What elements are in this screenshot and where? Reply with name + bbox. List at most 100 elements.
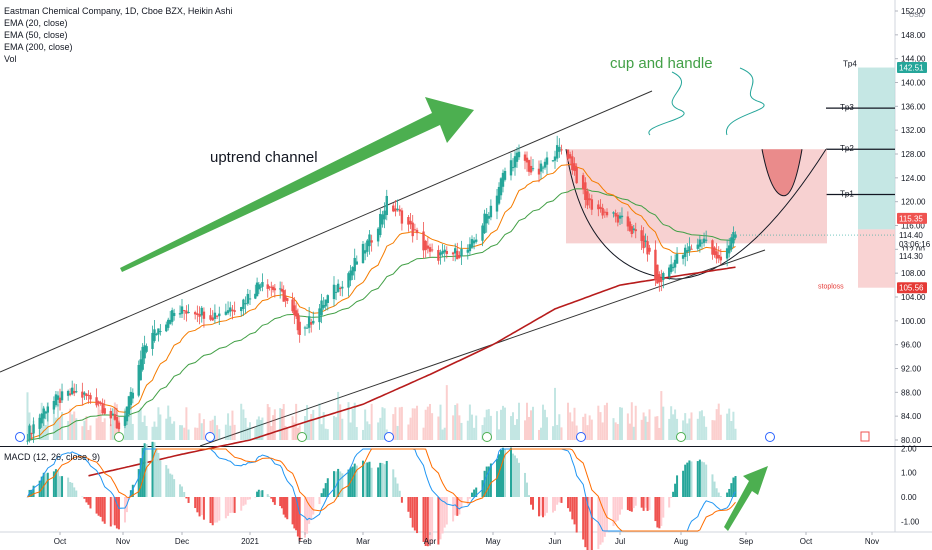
macd-bar [538,497,540,517]
macd-bar [75,490,78,497]
candle-body [642,235,645,249]
volume-bar [734,428,737,440]
price-tick-label: 128.00 [901,150,926,159]
macd-bar [416,497,419,534]
macd-bar [123,497,126,523]
macd-bar [590,497,593,550]
macd-bar [308,497,311,524]
stoploss-price-badge: 105.56 [899,284,924,293]
macd-bar [30,489,33,497]
macd-bar [582,497,585,540]
candle-body [341,286,344,289]
macd-bar [187,497,190,503]
macd-bar [458,497,461,515]
macd-bar [73,487,76,497]
volume-bar [524,420,526,440]
candle-body [483,213,486,234]
volume-bar [137,410,140,440]
candle-body [539,163,543,172]
volume-bar [445,385,448,440]
macd-bar [249,497,251,500]
candle-body [30,433,33,435]
candle-body [193,312,197,315]
volume-bar [286,428,289,440]
price-tick-label: 108.00 [901,269,926,278]
candle-body [103,408,106,414]
macd-bar [259,490,262,497]
volume-bar [89,425,92,440]
volume-bar [280,408,283,440]
macd-tick-label: 2.00 [901,444,917,453]
macd-bar [672,491,675,497]
macd-bar [612,497,615,527]
volume-bar [452,415,455,440]
volume-bar [540,427,542,440]
candle-body [286,298,289,302]
volume-bar [705,426,708,440]
time-tick-label: 2021 [241,537,259,546]
volume-bar [460,422,463,440]
volume-bar [85,416,88,440]
candle-body [648,247,651,252]
volume-bar [54,417,57,440]
candle-body [87,394,90,396]
candle-body [411,222,414,237]
macd-bar [603,497,606,537]
volume-bar [183,427,186,440]
volume-bar [458,415,461,440]
volume-bar [546,417,548,440]
macd-bar [209,497,212,524]
candle-body [392,205,395,212]
candle-body [394,208,397,212]
candle-body [509,160,513,176]
volume-bar [312,409,315,440]
macd-bar [165,465,168,497]
volume-bar [364,409,367,440]
time-tick-label: Mar [356,537,370,546]
volume-bar [101,422,104,440]
macd-bar [279,497,282,507]
volume-bar [335,417,338,440]
price-tick-label: 144.00 [901,55,926,64]
tp3-label: Tp3 [840,103,854,112]
volume-bar [422,427,425,440]
candle-body [413,229,417,231]
candle-body [60,391,64,401]
volume-bar [394,407,397,440]
volume-bar [194,427,197,440]
candle-body [202,311,206,319]
candle-body [99,402,102,405]
volume-bar [341,418,344,440]
tp4-price-badge-bg [897,62,927,74]
candle-body [312,320,315,324]
macd-bar [690,461,693,497]
split-marker [860,431,870,442]
macd-bar [339,471,342,497]
macd-bar [194,497,197,509]
candle-body [586,191,589,206]
cup-arc [565,148,827,280]
volume-bar [728,408,731,440]
macd-bar [286,497,289,520]
volume-bar [571,421,574,440]
macd-bar [422,497,425,542]
macd-bar [616,497,619,521]
candle-body [715,251,718,259]
macd-bar [516,458,518,497]
macd-bar [257,489,260,497]
macd-bar [137,469,140,497]
macd-bar [353,463,356,497]
candle-body [151,332,154,349]
candle-body [501,172,505,187]
macd-bar [38,480,41,497]
dividend-marker [15,432,25,442]
volume-bar [181,425,183,440]
candle-body [66,390,70,396]
macd-bar [83,497,86,499]
candle-body [671,266,675,269]
macd-bar [518,462,520,497]
volume-bar [141,422,144,440]
macd-bar [571,497,574,520]
tp4-price-badge: 142.51 [899,64,924,73]
